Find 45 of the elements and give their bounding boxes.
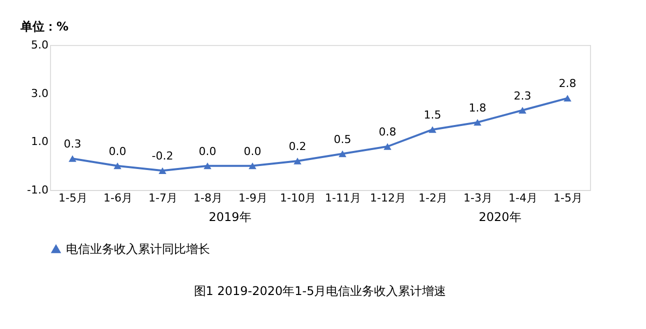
data-label: 2.3 (514, 89, 532, 102)
data-label: 1.8 (468, 101, 486, 114)
text: 图1 2019-2020年1-5月电信业务收入累计增速 (194, 284, 446, 298)
point (158, 167, 166, 174)
x-tick-label: 1-11月 (325, 192, 361, 204)
x-tick-label: 1-8月 (194, 192, 222, 204)
point (338, 150, 346, 158)
data-label: 2.8 (558, 77, 576, 90)
text: 2019年 (208, 210, 252, 224)
x-tick-label: 1-5月 (58, 192, 88, 204)
data-label: 0.5 (334, 132, 352, 146)
point (518, 106, 526, 114)
point (474, 118, 482, 126)
legend-label: 电信业务收入累计同比增长 (66, 242, 210, 256)
x-tick-label: 1-5月 (554, 192, 582, 204)
data-label: 0.0 (108, 144, 126, 158)
data-label: 0.2 (288, 140, 306, 153)
data-label: -0.2 (152, 150, 174, 163)
point (294, 158, 302, 164)
point (114, 162, 122, 170)
x-tick-label: 1-10月 (280, 192, 316, 204)
y-tick-label: 3.0 (31, 86, 48, 100)
data-label: 0.8 (378, 126, 396, 138)
point (68, 155, 76, 162)
x-tick-label: 1-2月 (418, 192, 448, 204)
data-label: 1.5 (424, 108, 442, 122)
point (564, 94, 572, 102)
point (204, 162, 212, 170)
x-tick-label: 1-7月 (148, 192, 178, 204)
x-tick-label: 1-3月 (464, 192, 492, 204)
text: 2020年 (478, 210, 522, 224)
x-tick-label: 1-4月 (508, 192, 538, 204)
data-label: 0.3 (64, 138, 82, 151)
point (248, 162, 256, 170)
y-tick-label: -1.0 (27, 184, 48, 196)
point (428, 126, 436, 133)
x-tick-label: 1-9月 (238, 192, 268, 204)
y-tick-label: 5.0 (31, 38, 48, 52)
x-tick-label: 1-12月 (370, 192, 406, 204)
data-label: 0.0 (244, 144, 262, 158)
point (384, 143, 392, 150)
data-label: 0.0 (198, 144, 216, 158)
y-tick-label: 1.0 (31, 135, 48, 148)
x-tick-label: 1-6月 (104, 192, 132, 204)
y-axis-title: 单位：% (20, 20, 69, 34)
